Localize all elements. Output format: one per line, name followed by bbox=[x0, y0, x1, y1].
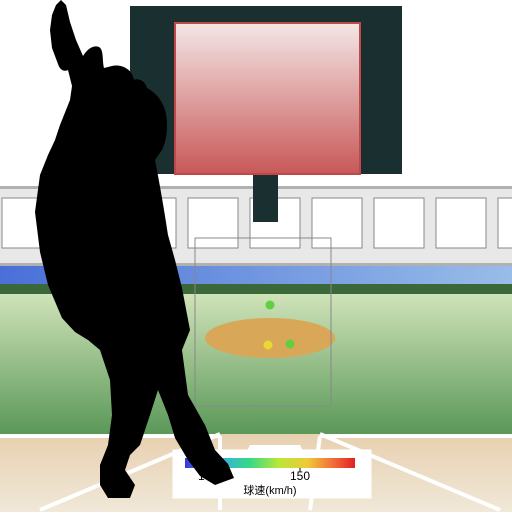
pitch-marker bbox=[266, 301, 275, 310]
stand-window bbox=[374, 198, 424, 248]
scoreboard-pole bbox=[253, 174, 278, 222]
stand-window bbox=[312, 198, 362, 248]
legend-axis-label: 球速(km/h) bbox=[243, 483, 296, 497]
pitch-marker bbox=[286, 340, 295, 349]
stand-window bbox=[498, 198, 512, 248]
pitch-marker bbox=[264, 341, 273, 350]
legend-tick-label: 150 bbox=[290, 469, 310, 483]
pitch-chart: 100150球速(km/h) bbox=[0, 0, 512, 512]
pitcher-mound bbox=[205, 318, 335, 358]
scene-svg: 100150球速(km/h) bbox=[0, 0, 512, 512]
scoreboard-screen bbox=[175, 23, 360, 174]
stand-window bbox=[436, 198, 486, 248]
